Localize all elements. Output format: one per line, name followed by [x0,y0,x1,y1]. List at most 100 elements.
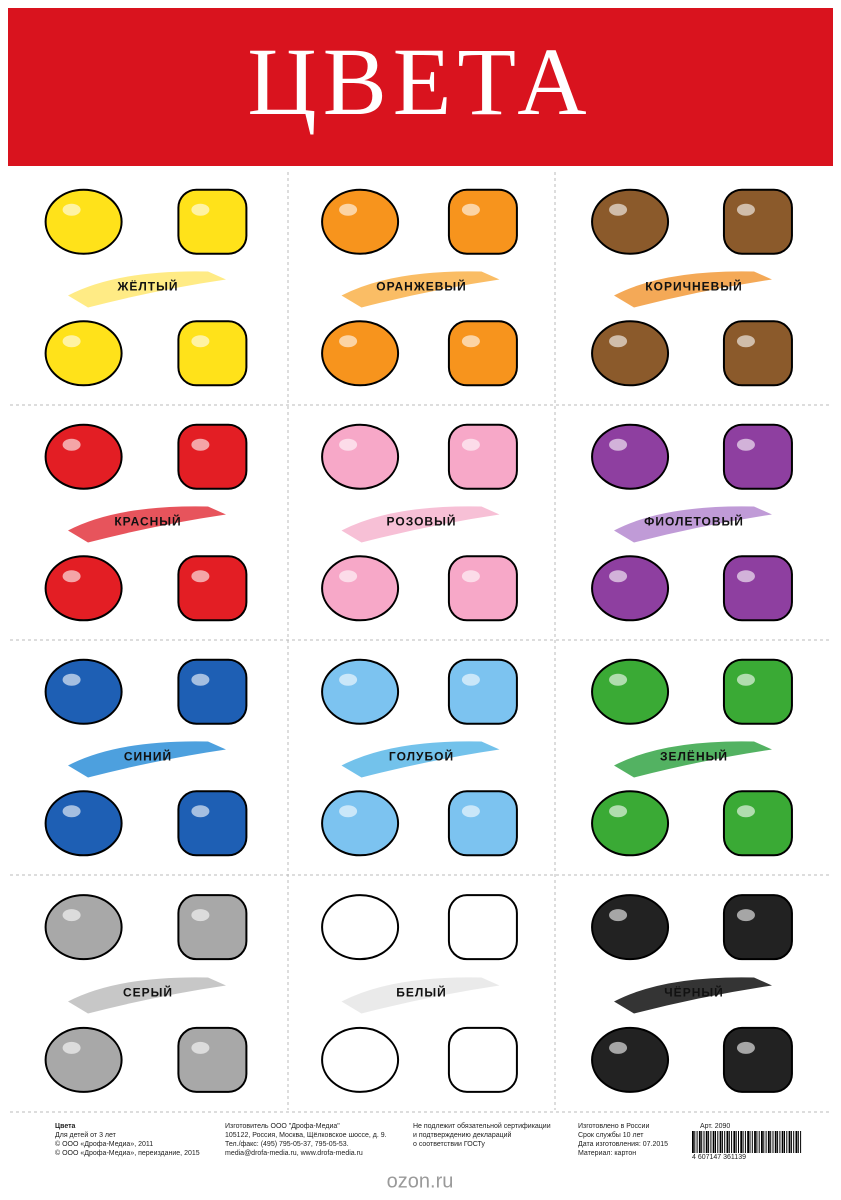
footer-text: © ООО «Дрофа-Медиа», 2011 [55,1140,153,1148]
picture [722,1026,793,1093]
picture [447,790,518,857]
barcode-bar [692,1131,694,1153]
picture [321,188,400,255]
barcode-bar [781,1131,784,1153]
picture [44,790,123,857]
picture [722,423,793,490]
highlight [609,909,628,922]
highlight [62,438,81,451]
watermark: ozon.ru [387,1170,454,1192]
footer-text: media@drofa-media.ru, www.drofa-media.ru [225,1150,363,1157]
barcode-bar [786,1131,788,1153]
barcode-bar [800,1131,802,1153]
highlight [62,1041,81,1054]
barcode-bar [744,1131,746,1153]
barcode-bar [740,1131,743,1153]
brush-stroke [68,977,226,1014]
highlight [191,909,210,922]
color-label: СИНИЙ [124,749,172,764]
highlight [461,673,480,686]
picture [44,555,123,622]
highlight [62,335,81,348]
color-label: КОРИЧНЕВЫЙ [645,279,742,294]
picture [722,658,793,725]
barcode-bar [721,1131,723,1153]
barcode-bar [708,1131,710,1153]
picture [321,555,400,622]
barcode-bar [724,1131,726,1153]
highlight [461,570,480,583]
barcode-bar [715,1131,716,1153]
barcode-bar [717,1131,719,1153]
picture [321,320,400,387]
barcode-bar [738,1131,739,1153]
color-label: РОЗОВЫЙ [387,514,457,529]
footer-text: Срок службы 10 лет [578,1131,644,1139]
picture [591,555,670,622]
highlight [191,673,210,686]
barcode-bar [698,1131,701,1153]
barcode-bar [777,1131,779,1153]
barcode-bar [710,1131,712,1153]
picture [177,790,248,857]
highlight [339,805,358,818]
picture [722,320,793,387]
highlight [736,1041,755,1054]
highlight [461,805,480,818]
picture [447,1026,518,1093]
highlight [736,203,755,216]
picture [447,188,518,255]
barcode-bar [765,1131,767,1153]
picture [177,555,248,622]
highlight [609,570,628,583]
barcode-bar [731,1131,733,1153]
picture [722,894,793,961]
picture [591,658,670,725]
highlight [736,673,755,686]
picture [177,658,248,725]
header-band [8,8,833,166]
brush-stroke [614,741,772,778]
highlight [191,570,210,583]
color-label: ЖЁЛТЫЙ [117,279,179,294]
highlight [191,335,210,348]
highlight [191,438,210,451]
highlight [609,203,628,216]
highlight [609,335,628,348]
highlight [339,438,358,451]
highlight [736,909,755,922]
picture [591,423,670,490]
barcode-bar [774,1131,777,1153]
barcode-bar [747,1131,749,1153]
brush-stroke [68,741,226,778]
title: ЦВЕТА [247,28,592,135]
highlight [62,203,81,216]
brush-stroke [341,506,500,543]
brush-stroke [614,977,772,1014]
picture [44,894,123,961]
highlight [736,570,755,583]
barcode-bar [779,1131,781,1153]
brush-stroke [614,271,772,308]
highlight [461,909,480,922]
picture [321,658,400,725]
picture [177,188,248,255]
picture [177,1026,248,1093]
footer-text: Тел./факс: (495) 795-05-37, 795-05-53. [225,1141,349,1148]
highlight [339,909,358,922]
highlight [339,570,358,583]
barcode-bar [712,1131,715,1153]
picture [447,658,518,725]
picture [447,320,518,387]
brush-stroke [341,977,500,1014]
picture [591,188,670,255]
picture [722,790,793,857]
footer-text: о соответствии ГОСТу [413,1141,485,1148]
barcode-bar [719,1131,722,1153]
picture [447,555,518,622]
brush-stroke [68,271,226,308]
brush-stroke [341,741,500,778]
footer-text: © ООО «Дрофа-Медиа», переиздание, 2015 [55,1149,200,1157]
